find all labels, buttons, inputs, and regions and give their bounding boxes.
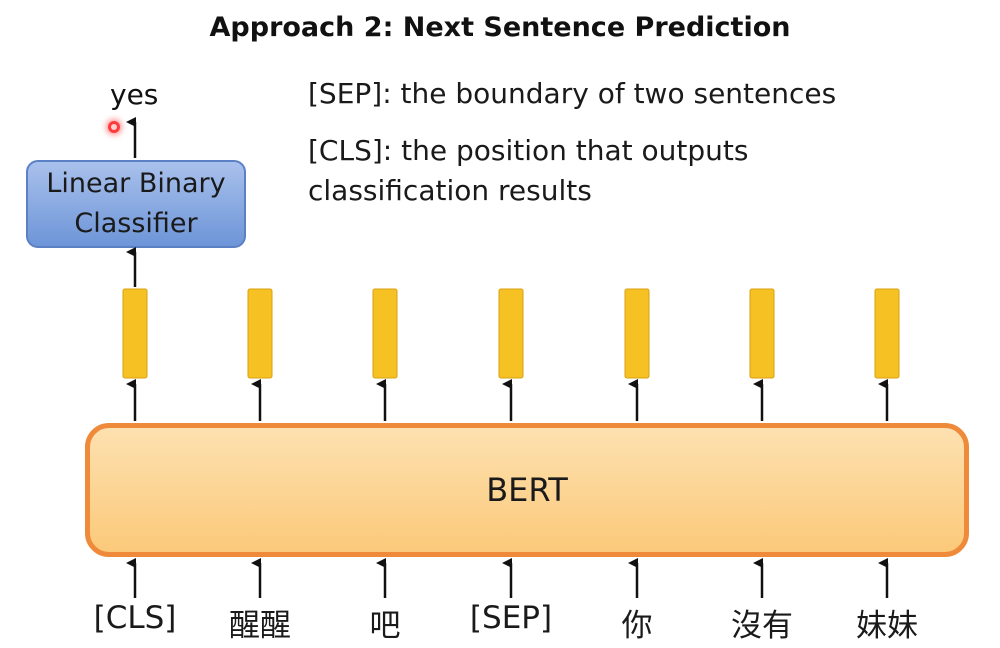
- cls-note: [CLS]: the position that outputs classif…: [308, 131, 748, 211]
- sep-note: [SEP]: the boundary of two sentences: [308, 77, 837, 110]
- output-embedding-bar: [624, 288, 650, 379]
- input-token: [CLS]: [93, 600, 177, 636]
- cls-note-line2: classification results: [308, 174, 592, 207]
- output-label: yes: [110, 78, 159, 111]
- input-token: 沒有: [731, 608, 793, 644]
- classifier-label-line1: Linear Binary: [46, 168, 226, 199]
- output-embedding-bar: [122, 288, 148, 379]
- slide-title: Approach 2: Next Sentence Prediction: [209, 12, 791, 43]
- output-embedding-bar: [874, 288, 900, 379]
- input-token: 你: [621, 608, 653, 644]
- output-embedding-bar: [749, 288, 775, 379]
- input-token: 妹妹: [856, 608, 918, 644]
- input-token: 吧: [369, 608, 401, 644]
- output-embedding-bar: [372, 288, 398, 379]
- input-token: [SEP]: [469, 600, 553, 636]
- output-embedding-bar: [498, 288, 524, 379]
- output-embedding-bar: [247, 288, 273, 379]
- bert-label: BERT: [486, 471, 568, 509]
- cls-note-line1: [CLS]: the position that outputs: [308, 134, 749, 167]
- linear-binary-classifier: Linear Binary Classifier: [26, 160, 246, 248]
- input-token: 醒醒: [229, 608, 291, 644]
- classifier-label-line2: Classifier: [74, 208, 198, 239]
- pointer-cursor-icon: [108, 121, 120, 133]
- bert-model-box: BERT: [85, 423, 969, 557]
